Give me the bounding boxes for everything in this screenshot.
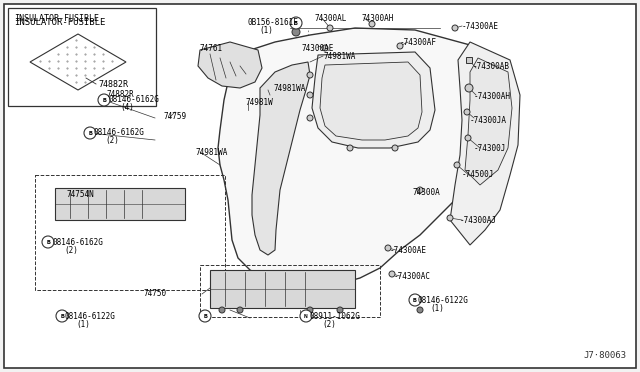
Polygon shape (30, 34, 126, 90)
Text: (2): (2) (64, 246, 78, 255)
Text: (4): (4) (120, 103, 134, 112)
Text: B: B (294, 20, 298, 26)
Circle shape (392, 145, 398, 151)
Text: J7·80063: J7·80063 (583, 351, 626, 360)
Text: -74300JA: -74300JA (470, 116, 507, 125)
Text: 74761: 74761 (200, 44, 223, 53)
Circle shape (307, 307, 313, 313)
Circle shape (464, 109, 470, 115)
Circle shape (84, 127, 96, 139)
Text: 08146-6122G: 08146-6122G (418, 296, 469, 305)
Circle shape (337, 307, 343, 313)
Circle shape (417, 187, 423, 193)
Text: 74981WA: 74981WA (196, 148, 228, 157)
Circle shape (56, 310, 68, 322)
Text: B: B (413, 298, 417, 302)
Text: 74759: 74759 (164, 112, 187, 121)
Polygon shape (312, 52, 435, 148)
Circle shape (199, 310, 211, 322)
Polygon shape (218, 28, 510, 288)
Text: -74300AB: -74300AB (473, 62, 510, 71)
Circle shape (307, 72, 313, 78)
Text: (2): (2) (322, 320, 336, 329)
Bar (35, 175, 225, 290)
Circle shape (465, 84, 473, 92)
Text: B: B (102, 97, 106, 103)
Text: (2): (2) (105, 136, 119, 145)
Bar (55, 188, 185, 220)
Polygon shape (320, 62, 422, 140)
Text: 74300AE: 74300AE (302, 44, 334, 53)
Circle shape (369, 21, 375, 27)
Bar (8, 8, 156, 106)
Circle shape (327, 25, 333, 31)
Circle shape (452, 25, 458, 31)
Polygon shape (252, 62, 310, 255)
Circle shape (237, 307, 243, 313)
Circle shape (98, 94, 110, 106)
Text: (1): (1) (76, 320, 90, 329)
Circle shape (307, 92, 313, 98)
Text: INSULATOR-FUSIBLE: INSULATOR-FUSIBLE (14, 14, 99, 23)
Text: 08146-6162G: 08146-6162G (108, 95, 159, 104)
Circle shape (300, 310, 312, 322)
Text: 74882R: 74882R (98, 80, 128, 89)
Text: (1): (1) (430, 304, 444, 313)
Text: -74300AE: -74300AE (390, 246, 427, 255)
Text: 74981WA: 74981WA (274, 84, 307, 93)
Circle shape (385, 245, 391, 251)
Text: -74300AF: -74300AF (400, 38, 437, 47)
Text: 74750: 74750 (144, 289, 167, 298)
Text: (1): (1) (259, 26, 273, 35)
Circle shape (219, 307, 225, 313)
Circle shape (417, 307, 423, 313)
Text: 08146-6162G: 08146-6162G (93, 128, 144, 137)
Text: B: B (46, 240, 50, 244)
Text: -74300AH: -74300AH (474, 92, 511, 101)
Text: 74981WA: 74981WA (324, 52, 356, 61)
Circle shape (307, 115, 313, 121)
Text: B: B (88, 131, 92, 135)
Circle shape (409, 294, 421, 306)
Text: -74500J: -74500J (462, 170, 494, 179)
Text: INSULATOR-FUSIBLE: INSULATOR-FUSIBLE (14, 18, 106, 27)
Text: B: B (60, 314, 64, 318)
Text: 74300A: 74300A (413, 188, 441, 197)
Text: 08911-1062G: 08911-1062G (310, 312, 361, 321)
Circle shape (465, 135, 471, 141)
Circle shape (454, 162, 460, 168)
Circle shape (347, 145, 353, 151)
Text: -74300AJ: -74300AJ (460, 216, 497, 225)
Polygon shape (198, 42, 262, 88)
Text: 0B156-8161F: 0B156-8161F (247, 18, 298, 27)
Text: 08146-6162G: 08146-6162G (52, 238, 103, 247)
Circle shape (322, 45, 328, 51)
Text: B: B (203, 314, 207, 318)
Circle shape (397, 43, 403, 49)
Text: 74882R: 74882R (106, 90, 134, 99)
Circle shape (42, 236, 54, 248)
Circle shape (447, 215, 453, 221)
Text: -74300AC: -74300AC (394, 272, 431, 281)
Circle shape (290, 17, 302, 29)
Text: 08146-6122G: 08146-6122G (64, 312, 115, 321)
Bar (466, 57, 472, 63)
Text: -74300AE: -74300AE (462, 22, 499, 31)
Text: -74300J: -74300J (474, 144, 506, 153)
Text: 74300AL: 74300AL (315, 14, 348, 23)
Text: 74300AH: 74300AH (362, 14, 394, 23)
Text: N: N (304, 314, 308, 318)
Polygon shape (450, 42, 520, 245)
Circle shape (389, 271, 395, 277)
Bar (210, 270, 355, 308)
Polygon shape (465, 58, 512, 185)
Text: 74981W: 74981W (246, 98, 274, 107)
Text: 74754N: 74754N (66, 190, 93, 199)
Circle shape (292, 28, 300, 36)
Bar (200, 265, 380, 317)
